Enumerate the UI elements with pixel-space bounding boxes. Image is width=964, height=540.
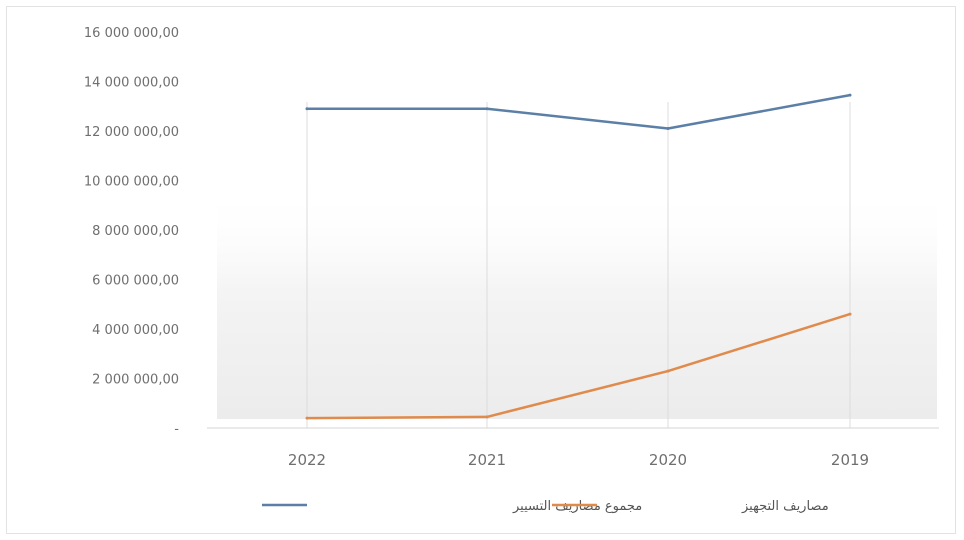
series-lines (305, 93, 852, 420)
chart-frame: 16 000 000,00 14 000 000,00 12 000 000,00 1… (6, 6, 956, 534)
x-tick-label: 2021 (468, 451, 506, 469)
legend-item: مجموع مصاريف التسيير (262, 499, 642, 514)
legend-label: مصاريف التجهيز (741, 499, 829, 514)
legend: مجموع مصاريف التسيير مصاريف التجهيز (262, 499, 829, 514)
data-point (485, 107, 489, 111)
data-point (848, 312, 852, 316)
x-axis-tick-labels: 2022 2021 2020 2019 (288, 451, 869, 469)
data-point (305, 416, 309, 420)
y-tick-label: 14 000 000,00 (84, 76, 179, 91)
legend-item: مصاريف التجهيز (552, 499, 829, 514)
y-tick-label: 2 000 000,00 (92, 373, 179, 388)
data-point (666, 127, 670, 130)
data-point (305, 107, 309, 111)
x-tick-label: 2022 (288, 451, 326, 469)
y-tick-label: 6 000 000,00 (92, 274, 179, 289)
line-chart: 16 000 000,00 14 000 000,00 12 000 000,00 1… (84, 26, 939, 514)
y-tick-label: 12 000 000,00 (84, 125, 179, 140)
series-line-1 (306, 312, 851, 420)
y-tick-label: 4 000 000,00 (92, 323, 179, 338)
data-point (666, 369, 670, 373)
y-tick-label: 8 000 000,00 (92, 224, 179, 239)
series-line-0 (307, 93, 851, 130)
x-tick-label: 2020 (649, 451, 687, 469)
y-tick-label: 10 000 000,00 (84, 175, 179, 190)
plot-area-shading (217, 187, 937, 419)
y-tick-label: 16 000 000,00 (84, 26, 179, 41)
data-point (848, 93, 852, 97)
x-tick-label: 2019 (831, 451, 869, 469)
vertical-gridlines (306, 102, 851, 428)
legend-label: مجموع مصاريف التسيير (512, 499, 642, 514)
y-axis-tick-labels: 16 000 000,00 14 000 000,00 12 000 000,00 1… (84, 26, 179, 437)
data-point (485, 415, 489, 419)
y-tick-label: - (174, 422, 179, 437)
